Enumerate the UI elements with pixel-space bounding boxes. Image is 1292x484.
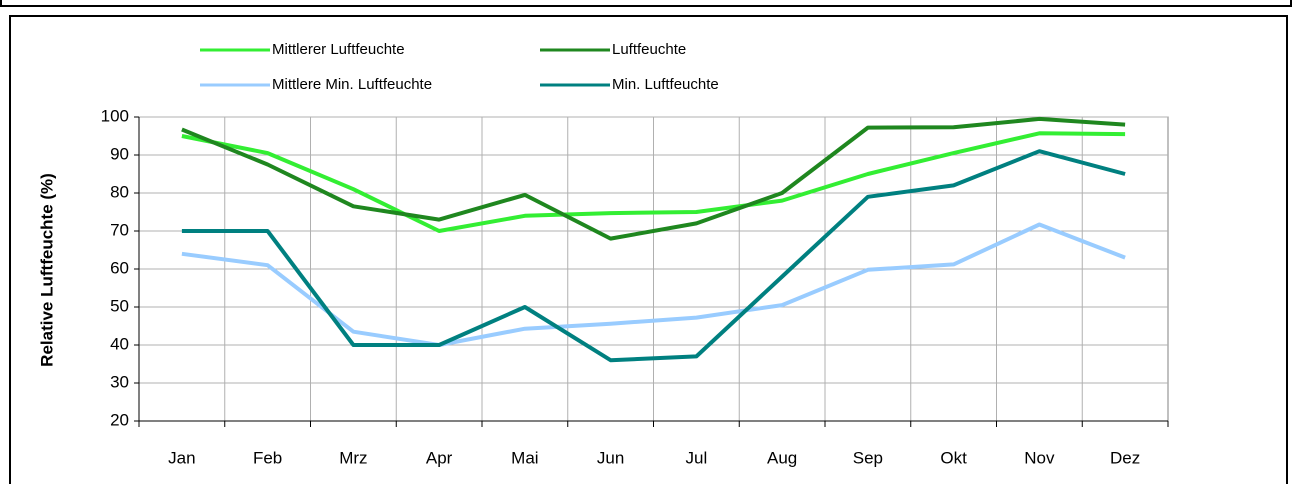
series-line bbox=[181, 131, 1126, 233]
y-axis-label: Relative Luftfeuchte (%) bbox=[37, 173, 56, 367]
x-tick-label: Nov bbox=[1024, 448, 1055, 467]
series-line bbox=[181, 149, 1126, 363]
y-tick-label: 60 bbox=[110, 258, 129, 277]
x-tick-label: Feb bbox=[253, 448, 282, 467]
series-line bbox=[181, 116, 1126, 241]
y-tick-label: 90 bbox=[110, 144, 129, 163]
y-tick-label: 70 bbox=[110, 220, 129, 239]
x-tick-label: Jan bbox=[168, 448, 195, 467]
legend-label: Mittlere Min. Luftfeuchte bbox=[272, 76, 432, 93]
x-tick-label: Dez bbox=[1110, 448, 1140, 467]
legend-label: Min. Luftfeuchte bbox=[612, 76, 719, 93]
legend-label: Mittlerer Luftfeuchte bbox=[272, 41, 405, 58]
x-tick-label: Jul bbox=[686, 448, 708, 467]
y-tick-label: 20 bbox=[110, 410, 129, 429]
y-tick-label: 30 bbox=[110, 372, 129, 391]
x-tick-label: Mrz bbox=[339, 448, 367, 467]
top-frame bbox=[0, 0, 1292, 7]
x-tick-label: Jun bbox=[597, 448, 624, 467]
x-tick-label: Mai bbox=[511, 448, 538, 467]
x-tick-label: Aug bbox=[767, 448, 797, 467]
x-tick-label: Apr bbox=[426, 448, 453, 467]
y-tick-label: 100 bbox=[101, 106, 129, 125]
legend-label: Luftfeuchte bbox=[612, 41, 686, 58]
y-tick-label: 40 bbox=[110, 334, 129, 353]
x-tick-label: Okt bbox=[940, 448, 967, 467]
x-tick-label: Sep bbox=[853, 448, 883, 467]
y-tick-label: 80 bbox=[110, 182, 129, 201]
series-line bbox=[181, 222, 1126, 347]
y-tick-label: 50 bbox=[110, 296, 129, 315]
